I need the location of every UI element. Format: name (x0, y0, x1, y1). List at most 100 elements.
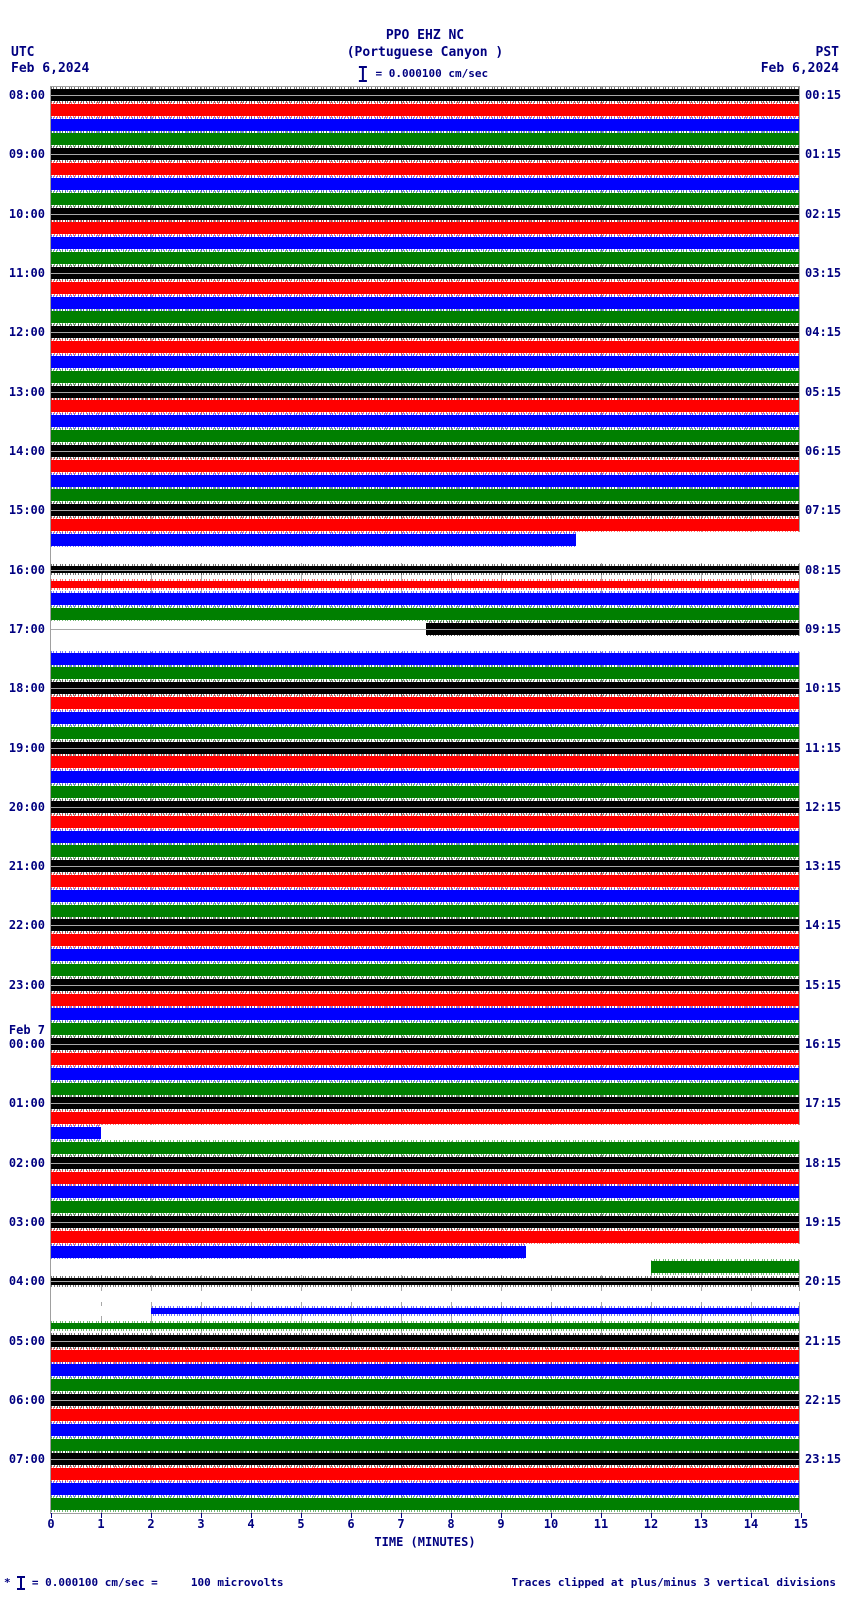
trace-noise (51, 1392, 799, 1395)
footer-scale-text: = 0.000100 cm/sec = (32, 1576, 158, 1589)
trace-row (51, 1201, 799, 1213)
tz-left-code: UTC (11, 45, 89, 61)
trace-row (51, 964, 799, 976)
trace-noise (51, 1184, 799, 1187)
trace-noise (51, 280, 799, 283)
y-label-right: 15:15 (805, 978, 841, 992)
trace-row (51, 653, 799, 665)
trace-noise (51, 1437, 799, 1440)
grid-horizontal (51, 95, 799, 96)
trace-noise (51, 932, 799, 935)
trace-noise (51, 843, 799, 846)
trace-noise (51, 502, 799, 505)
trace-row (51, 1483, 799, 1495)
trace-gap (101, 1125, 801, 1141)
x-tick-label: 2 (147, 1517, 154, 1531)
x-tick-label: 8 (447, 1517, 454, 1531)
grid-horizontal (51, 985, 799, 986)
grid-horizontal (51, 154, 799, 155)
trace-noise (51, 740, 799, 743)
trace-row (51, 178, 799, 190)
y-label-left: 18:00 (9, 681, 45, 695)
y-label-right: 07:15 (805, 503, 841, 517)
y-label-left: 10:00 (9, 207, 45, 221)
y-label-left: 23:00 (9, 978, 45, 992)
trace-noise (51, 220, 799, 223)
y-label-right: 02:15 (805, 207, 841, 221)
x-tick-label: 5 (297, 1517, 304, 1531)
y-label-right: 18:15 (805, 1156, 841, 1170)
x-tick-label: 0 (47, 1517, 54, 1531)
trace-row (51, 222, 799, 234)
trace-noise (51, 235, 799, 238)
y-label-left: 21:00 (9, 859, 45, 873)
trace-gap (51, 1259, 651, 1275)
trace-noise (51, 587, 799, 590)
x-tick-label: 15 (794, 1517, 808, 1531)
timezone-left-block: UTC Feb 6,2024 (11, 45, 89, 76)
y-label-right: 22:15 (805, 1393, 841, 1407)
trace-noise (51, 1333, 799, 1336)
y-label-left: 19:00 (9, 741, 45, 755)
trace-noise (51, 1422, 799, 1425)
trace-noise (51, 1081, 799, 1084)
trace-row (51, 934, 799, 946)
trace-row (51, 356, 799, 368)
trace-row (51, 252, 799, 264)
trace-row (51, 667, 799, 679)
trace-noise (51, 799, 799, 802)
scale-bar-text: = 0.000100 cm/sec (376, 67, 489, 80)
trace-noise (51, 487, 799, 490)
y-label-left: 20:00 (9, 800, 45, 814)
trace-noise (51, 992, 799, 995)
trace-row (51, 1112, 799, 1124)
trace-row (51, 1127, 799, 1139)
trace-noise (51, 695, 799, 698)
y-label-right: 01:15 (805, 147, 841, 161)
trace-row (51, 415, 799, 427)
trace-row (51, 1142, 799, 1154)
trace-noise (51, 1110, 799, 1113)
trace-noise (51, 962, 799, 965)
grid-horizontal (51, 807, 799, 808)
tz-right-date: Feb 6,2024 (761, 61, 839, 77)
y-label-left: 02:00 (9, 1156, 45, 1170)
x-tick-label: 10 (544, 1517, 558, 1531)
trace-noise (51, 102, 799, 105)
trace-row (51, 994, 799, 1006)
grid-horizontal (51, 1044, 799, 1045)
trace-row (51, 400, 799, 412)
y-label-right: 06:15 (805, 444, 841, 458)
trace-row (51, 727, 799, 739)
trace-noise (51, 858, 799, 861)
grid-horizontal (51, 925, 799, 926)
y-label-left: 12:00 (9, 325, 45, 339)
y-label-right: 08:15 (805, 563, 841, 577)
trace-noise (51, 873, 799, 876)
trace-row (51, 1068, 799, 1080)
trace-row (51, 1424, 799, 1436)
trace-noise (51, 1306, 799, 1309)
x-tick-label: 13 (694, 1517, 708, 1531)
y-label-left: 00:00 (9, 1037, 45, 1051)
tz-left-date: Feb 6,2024 (11, 61, 89, 77)
grid-horizontal (51, 1459, 799, 1460)
trace-row (51, 771, 799, 783)
x-tick-label: 11 (594, 1517, 608, 1531)
trace-row (51, 133, 799, 145)
seismogram-plot: 0123456789101112131415TIME (MINUTES)08:0… (50, 86, 800, 1514)
grid-horizontal (51, 688, 799, 689)
trace-noise (51, 1276, 799, 1279)
trace-noise (51, 443, 799, 446)
trace-row (51, 460, 799, 472)
trace-gap (576, 532, 801, 548)
trace-noise (51, 131, 799, 134)
grid-horizontal (51, 214, 799, 215)
x-tick-label: 12 (644, 1517, 658, 1531)
trace-row (51, 119, 799, 131)
grid-horizontal (51, 629, 799, 630)
y-label-left: 17:00 (9, 622, 45, 636)
trace-noise (51, 250, 799, 253)
y-label-right: 11:15 (805, 741, 841, 755)
trace-row (51, 1498, 799, 1510)
